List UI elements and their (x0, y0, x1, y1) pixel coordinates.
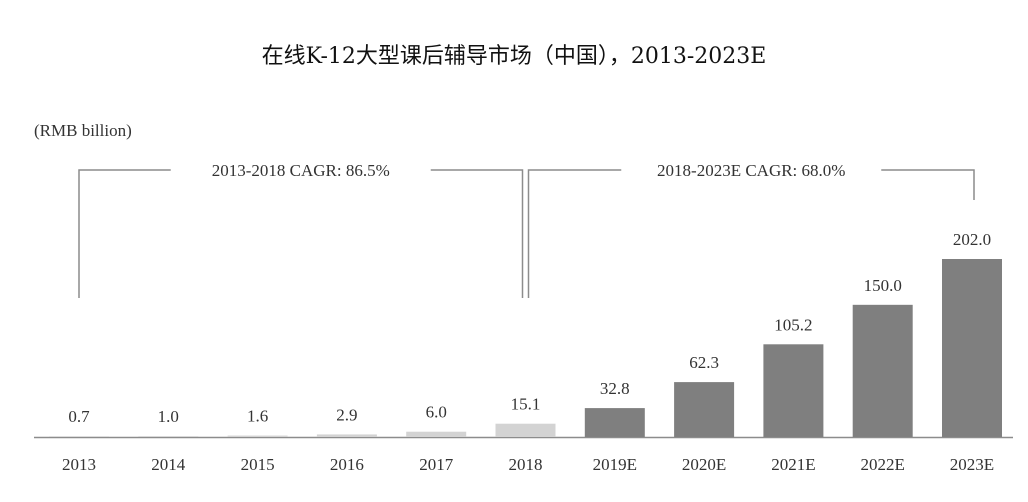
x-tick-label-2013: 2013 (62, 455, 96, 474)
x-tick-label-2016: 2016 (330, 455, 364, 474)
bar-2021E (763, 344, 824, 437)
bar-2017 (406, 431, 467, 437)
bar-2020E (674, 382, 735, 437)
cagr-bracket-2018-2023e (527, 169, 975, 298)
x-tick-label-2021E: 2021E (771, 455, 815, 474)
bar-2015 (227, 435, 288, 437)
value-label-2020E: 62.3 (689, 353, 719, 372)
chart-title: 在线K-12大型课后辅导市场（中国），2013-2023E (261, 44, 767, 69)
x-tick-label-2023E: 2023E (950, 455, 994, 474)
value-label-2017: 6.0 (426, 403, 447, 422)
bar-2019E (584, 408, 645, 437)
value-label-2019E: 32.8 (600, 379, 630, 398)
x-tick-label-2017: 2017 (419, 455, 454, 474)
value-label-2014: 1.0 (158, 407, 179, 426)
x-tick-label-2014: 2014 (151, 455, 186, 474)
value-label-2013: 0.7 (68, 407, 90, 426)
value-label-2015: 1.6 (247, 407, 268, 426)
x-tick-label-2015: 2015 (241, 455, 275, 474)
x-tick-label-2020E: 2020E (682, 455, 726, 474)
x-tick-label-2019E: 2019E (593, 455, 637, 474)
cagr-bracket-2013-2018 (78, 169, 524, 298)
cagr-bracket-2018-2023e-label: 2018-2023E CAGR: 68.0% (657, 161, 845, 180)
bar-2014 (138, 436, 199, 437)
bar-2022E (852, 304, 913, 437)
bar-2023E (942, 259, 1002, 437)
bar-2016 (316, 434, 377, 437)
value-label-2021E: 105.2 (774, 315, 812, 334)
x-tick-label-2018: 2018 (509, 455, 543, 474)
value-label-2018: 15.1 (511, 395, 541, 414)
bar-2018 (495, 423, 556, 437)
unit-label: (RMB billion) (34, 121, 132, 140)
x-tick-label-2022E: 2022E (861, 455, 905, 474)
bar-2013 (49, 436, 109, 437)
cagr-bracket-2013-2018-label: 2013-2018 CAGR: 86.5% (212, 161, 390, 180)
value-label-2022E: 150.0 (864, 276, 902, 295)
value-label-2016: 2.9 (336, 405, 357, 424)
value-label-2023E: 202.0 (953, 230, 991, 249)
